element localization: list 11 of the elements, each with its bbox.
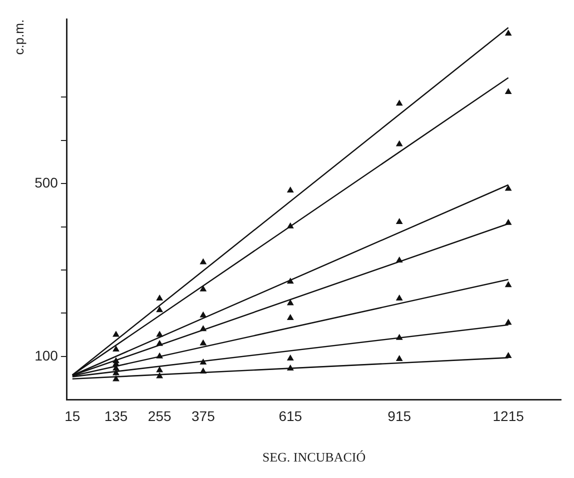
x-tick-label: 375	[192, 408, 216, 424]
x-tick-label: 915	[388, 408, 412, 424]
x-tick-label: 15	[64, 408, 80, 424]
x-tick-label: 255	[148, 408, 172, 424]
y-tick-label: 100	[34, 347, 58, 364]
x-tick-label: 615	[278, 408, 302, 424]
y-axis-title: c.p.m.	[11, 19, 26, 55]
x-tick-label: 1215	[492, 408, 524, 424]
x-axis-title: SEG. INCUBACIÓ	[262, 450, 366, 465]
y-tick-label: 500	[34, 174, 58, 190]
x-tick-label: 135	[104, 408, 128, 424]
